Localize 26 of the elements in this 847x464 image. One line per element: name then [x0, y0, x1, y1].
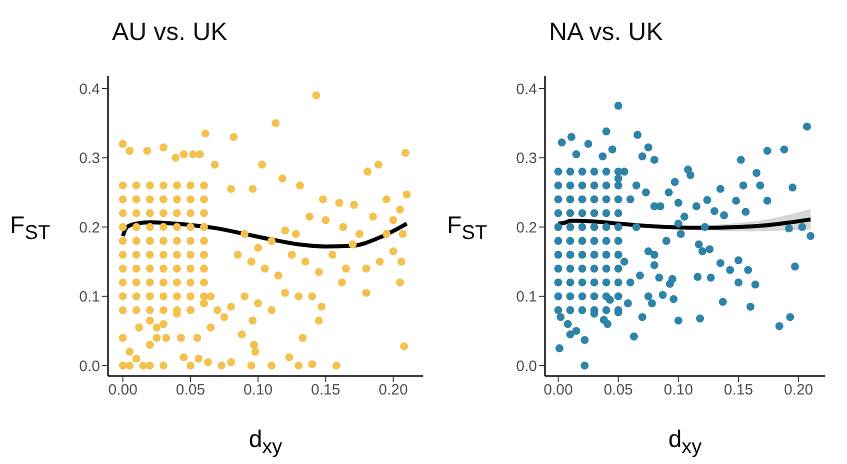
- x-axis-title: d$_{xy}$: [248, 426, 284, 459]
- x-tick-label: 0.10: [664, 382, 693, 399]
- y-tick-label: 0.1: [516, 288, 537, 306]
- y-axis-title: F$_{ST}$: [10, 212, 50, 245]
- x-tick-label: 0.00: [108, 382, 138, 399]
- y-tick-label: 0.4: [516, 80, 537, 98]
- chart-title: AU vs. UK: [112, 18, 228, 47]
- y-tick-label: 0.0: [516, 358, 537, 375]
- x-tick-label: 0.10: [243, 382, 273, 399]
- x-tick-label: 0.05: [604, 382, 633, 399]
- y-tick-label: 0.1: [79, 288, 100, 306]
- y-tick-label: 0.3: [516, 150, 537, 168]
- x-tick-label: 0.00: [544, 382, 573, 399]
- y-tick-label: 0.2: [516, 219, 537, 236]
- x-axis-title: d$_{xy}$: [667, 426, 703, 459]
- x-tick-label: 0.20: [378, 382, 408, 399]
- x-tick-label: 0.15: [724, 382, 754, 399]
- x-tick-label: 0.05: [176, 382, 206, 399]
- y-tick-label: 0.3: [79, 150, 100, 168]
- y-tick-label: 0.4: [79, 80, 100, 98]
- x-tick-label: 0.15: [311, 382, 340, 399]
- y-tick-label: 0.0: [79, 358, 100, 375]
- chart-title: NA vs. UK: [549, 18, 663, 47]
- y-axis-title: F$_{ST}$: [447, 212, 488, 245]
- y-tick-label: 0.2: [79, 219, 100, 236]
- x-tick-label: 0.20: [784, 382, 814, 399]
